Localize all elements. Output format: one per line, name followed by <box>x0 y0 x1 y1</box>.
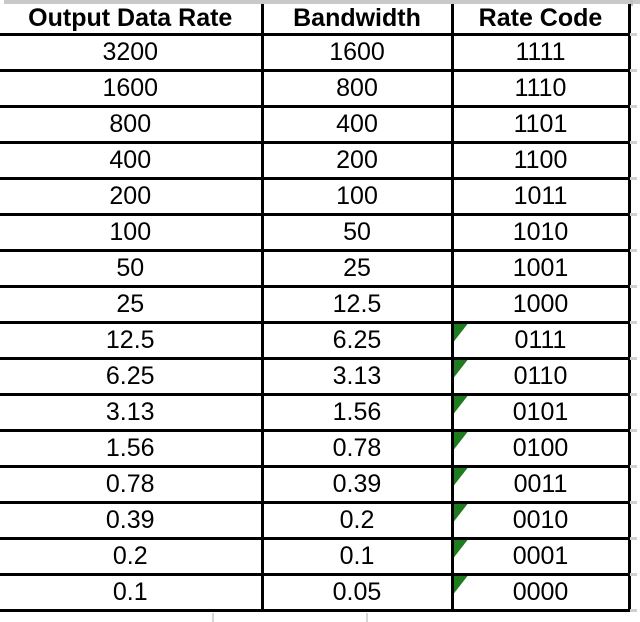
cell-rate-code[interactable]: 0011 <box>450 465 631 504</box>
cell-rate-code[interactable]: 0110 <box>450 357 631 396</box>
cell-output-data-rate[interactable]: 12.5 <box>0 321 264 360</box>
cell-bandwidth[interactable]: 0.39 <box>260 465 454 504</box>
cell-bandwidth[interactable]: 50 <box>260 213 454 252</box>
cell-output-data-rate[interactable]: 6.25 <box>0 357 264 396</box>
column-header-output-data-rate[interactable]: Output Data Rate <box>0 4 264 36</box>
cell-bandwidth[interactable]: 25 <box>260 249 454 288</box>
cell-bandwidth[interactable]: 6.25 <box>260 321 454 360</box>
column-header-bandwidth[interactable]: Bandwidth <box>260 4 454 36</box>
cell-output-data-rate[interactable]: 0.39 <box>0 501 264 540</box>
table-row: 1.56 0.78 0100 <box>0 429 631 468</box>
cell-rate-code[interactable]: 0101 <box>450 393 631 432</box>
cell-bandwidth[interactable]: 0.05 <box>260 573 454 612</box>
sheet-gridline-vertical <box>212 613 214 622</box>
header-row: Output Data Rate Bandwidth Rate Code <box>0 4 631 36</box>
cell-bandwidth[interactable]: 400 <box>260 105 454 144</box>
green-triangle-icon <box>453 576 468 594</box>
cell-output-data-rate[interactable]: 0.1 <box>0 573 264 612</box>
cell-rate-code[interactable]: 1101 <box>450 105 631 144</box>
green-triangle-icon <box>453 432 468 450</box>
green-triangle-icon <box>453 468 468 486</box>
sheet-gridline-tick <box>630 104 637 108</box>
cell-bandwidth[interactable]: 100 <box>260 177 454 216</box>
table-row: 3200 1600 1111 <box>0 33 631 72</box>
cell-rate-code[interactable]: 0100 <box>450 429 631 468</box>
cell-bandwidth[interactable]: 800 <box>260 69 454 108</box>
green-triangle-icon <box>453 504 468 522</box>
sheet-gridline-tick <box>630 464 637 468</box>
sheet-gridline-tick <box>630 572 637 576</box>
cell-output-data-rate[interactable]: 3.13 <box>0 393 264 432</box>
sheet-gridline-tick <box>630 68 637 72</box>
table-row: 50 25 1001 <box>0 249 631 288</box>
cell-output-data-rate[interactable]: 0.2 <box>0 537 264 576</box>
sheet-gridline-tick <box>630 428 637 432</box>
green-triangle-icon <box>453 540 468 558</box>
cell-rate-code[interactable]: 0111 <box>450 321 631 360</box>
table-row: 800 400 1101 <box>0 105 631 144</box>
table-row: 6.25 3.13 0110 <box>0 357 631 396</box>
green-triangle-icon <box>453 396 468 414</box>
column-header-rate-code[interactable]: Rate Code <box>450 4 631 36</box>
sheet-gridline-tick <box>630 32 637 36</box>
cell-bandwidth[interactable]: 12.5 <box>260 285 454 324</box>
table-row: 100 50 1010 <box>0 213 631 252</box>
sheet-gridline-tick <box>630 140 637 144</box>
sheet-gridline-tick <box>630 356 637 360</box>
cell-rate-code[interactable]: 0010 <box>450 501 631 540</box>
cell-rate-code[interactable]: 1110 <box>450 69 631 108</box>
table-row: 12.5 6.25 0111 <box>0 321 631 360</box>
sheet-gridline-tick <box>630 248 637 252</box>
cell-output-data-rate[interactable]: 800 <box>0 105 264 144</box>
table-row: 200 100 1011 <box>0 177 631 216</box>
table-row: 0.78 0.39 0011 <box>0 465 631 504</box>
cell-output-data-rate[interactable]: 25 <box>0 285 264 324</box>
table-row: 0.39 0.2 0010 <box>0 501 631 540</box>
cell-bandwidth[interactable]: 3.13 <box>260 357 454 396</box>
cell-bandwidth[interactable]: 1.56 <box>260 393 454 432</box>
sheet-gridline-tick <box>630 500 637 504</box>
sheet-gridline-vertical <box>366 613 368 622</box>
cell-output-data-rate[interactable]: 3200 <box>0 33 264 72</box>
data-table: Output Data Rate Bandwidth Rate Code 320… <box>0 4 631 612</box>
cell-output-data-rate[interactable]: 100 <box>0 213 264 252</box>
cell-rate-code[interactable]: 1000 <box>450 285 631 324</box>
cell-output-data-rate[interactable]: 200 <box>0 177 264 216</box>
cell-bandwidth[interactable]: 0.2 <box>260 501 454 540</box>
cell-bandwidth[interactable]: 1600 <box>260 33 454 72</box>
sheet-gridline-tick <box>630 284 637 288</box>
cell-output-data-rate[interactable]: 1600 <box>0 69 264 108</box>
table-row: 1600 800 1110 <box>0 69 631 108</box>
sheet-gridline-top-right <box>630 0 633 6</box>
table-row: 0.1 0.05 0000 <box>0 573 631 612</box>
sheet-gridline-tick <box>630 536 637 540</box>
green-triangle-icon <box>453 360 468 378</box>
sheet-gridline-tick <box>630 212 637 216</box>
cell-rate-code[interactable]: 1100 <box>450 141 631 180</box>
cell-rate-code[interactable]: 1010 <box>450 213 631 252</box>
table-row: 25 12.5 1000 <box>0 285 631 324</box>
sheet-gridline-tick <box>630 176 637 180</box>
sheet-gridline-tick <box>630 392 637 396</box>
table-row: 400 200 1100 <box>0 141 631 180</box>
cell-bandwidth[interactable]: 0.78 <box>260 429 454 468</box>
cell-bandwidth[interactable]: 200 <box>260 141 454 180</box>
cell-output-data-rate[interactable]: 0.78 <box>0 465 264 504</box>
table-row: 3.13 1.56 0101 <box>0 393 631 432</box>
cell-rate-code[interactable]: 1111 <box>450 33 631 72</box>
cell-output-data-rate[interactable]: 1.56 <box>0 429 264 468</box>
sheet-gridline-tick <box>630 608 637 612</box>
cell-output-data-rate[interactable]: 50 <box>0 249 264 288</box>
green-triangle-icon <box>453 324 468 342</box>
cell-rate-code[interactable]: 1011 <box>450 177 631 216</box>
table-row: 0.2 0.1 0001 <box>0 537 631 576</box>
cell-output-data-rate[interactable]: 400 <box>0 141 264 180</box>
cell-rate-code[interactable]: 0001 <box>450 537 631 576</box>
sheet-gridline-top <box>4 0 640 4</box>
cell-rate-code[interactable]: 1001 <box>450 249 631 288</box>
cell-rate-code[interactable]: 0000 <box>450 573 631 612</box>
sheet-gridline-tick <box>630 320 637 324</box>
cell-bandwidth[interactable]: 0.1 <box>260 537 454 576</box>
